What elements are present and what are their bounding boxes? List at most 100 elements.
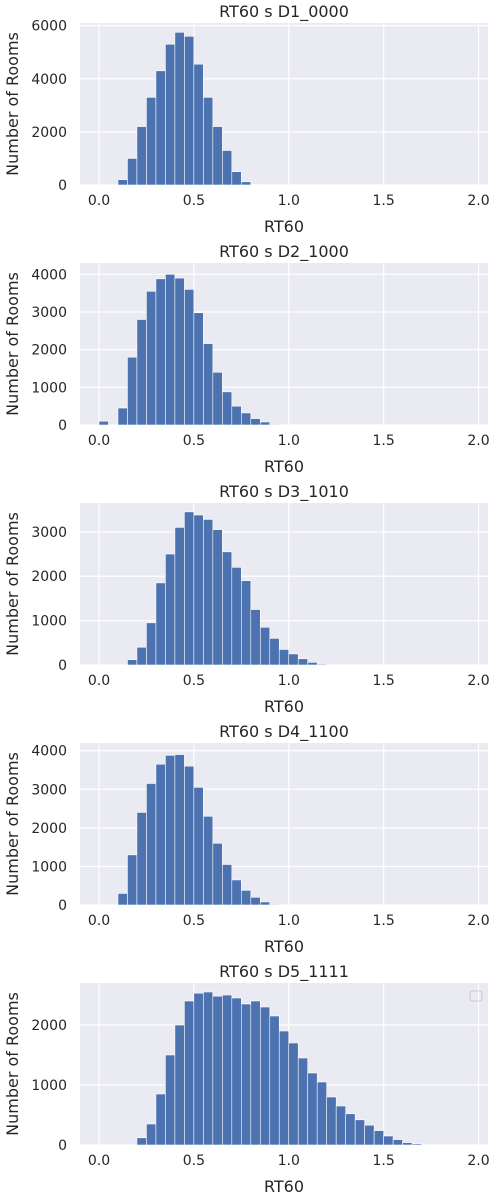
y-tick-label: 0 bbox=[58, 178, 67, 194]
y-tick-label: 3000 bbox=[31, 305, 67, 321]
histogram-bar bbox=[184, 289, 195, 426]
y-tick-label: 0 bbox=[58, 898, 67, 914]
histogram-bar bbox=[146, 97, 157, 186]
histogram-bar bbox=[269, 638, 280, 666]
chart-title: RT60 s D5_1111 bbox=[219, 962, 349, 982]
histogram-bar bbox=[307, 662, 318, 666]
histogram-bar bbox=[136, 646, 147, 666]
histogram-bar bbox=[250, 184, 261, 186]
y-axis-label: Number of Rooms bbox=[3, 752, 22, 896]
histogram-bar bbox=[174, 31, 185, 186]
x-tick-label: 1.5 bbox=[372, 1153, 394, 1169]
x-tick-label: 2.0 bbox=[467, 193, 489, 209]
y-tick-label: 2000 bbox=[31, 1018, 67, 1034]
x-axis-label: RT60 bbox=[264, 217, 304, 236]
chart-panel: RT60 s D4_1100 0.0 0.5 1.0 1.5 2.0 0 1000 2000 30… bbox=[3, 722, 490, 956]
x-tick-label: 0.0 bbox=[88, 193, 110, 209]
histogram-bar bbox=[193, 787, 204, 906]
histogram-bar bbox=[193, 992, 204, 1146]
histogram-bar bbox=[174, 1024, 185, 1146]
histogram-bar bbox=[193, 514, 204, 666]
histogram-bar bbox=[136, 126, 147, 186]
histogram-bar bbox=[222, 994, 233, 1146]
histogram-bar bbox=[165, 755, 176, 906]
histogram-bar bbox=[184, 35, 195, 186]
histogram-bar bbox=[184, 1000, 195, 1146]
x-tick-label: 0.5 bbox=[183, 673, 205, 689]
histogram-bar bbox=[212, 371, 223, 426]
x-axis-label: RT60 bbox=[264, 1177, 304, 1196]
histogram-bar bbox=[165, 1054, 176, 1146]
histogram-bar bbox=[241, 890, 252, 906]
chart-title: RT60 s D3_1010 bbox=[219, 482, 349, 502]
histogram-bar bbox=[203, 97, 214, 186]
y-axis-label: Number of Rooms bbox=[3, 512, 22, 656]
x-tick-label: 1.0 bbox=[278, 193, 300, 209]
histogram-bar bbox=[127, 854, 138, 906]
histogram-bar bbox=[155, 763, 166, 906]
histogram-bar bbox=[354, 1119, 365, 1146]
histogram-bar bbox=[146, 622, 157, 666]
histogram-bar bbox=[212, 995, 223, 1146]
x-tick-label: 0.0 bbox=[88, 913, 110, 929]
histogram-bar bbox=[259, 1006, 271, 1146]
x-axis-label: RT60 bbox=[264, 457, 304, 476]
histogram-bar bbox=[212, 529, 223, 666]
histogram-bar bbox=[212, 126, 223, 186]
x-tick-label: 2.0 bbox=[467, 1153, 489, 1169]
x-tick-label: 0.0 bbox=[88, 433, 110, 449]
histogram-bar bbox=[250, 609, 261, 666]
histogram-bar bbox=[117, 179, 128, 186]
histogram-bar bbox=[174, 277, 185, 426]
histogram-bar bbox=[203, 991, 214, 1146]
y-tick-label: 0 bbox=[58, 418, 67, 434]
chart-panel: RT60 s D5_1111 0.0 0.5 1.0 1.5 2.0 0 1000 2000 RT… bbox=[3, 962, 490, 1196]
chart-title: RT60 s D4_1100 bbox=[219, 722, 349, 742]
histogram-bar bbox=[241, 412, 252, 426]
histogram-bar bbox=[165, 274, 176, 426]
x-tick-label: 0.5 bbox=[183, 193, 205, 209]
histogram-bar bbox=[212, 842, 223, 906]
histogram-bar bbox=[193, 63, 204, 186]
histogram-bar bbox=[288, 653, 299, 666]
histogram-bar bbox=[402, 1142, 413, 1146]
histogram-bar bbox=[231, 567, 242, 666]
histogram-bar bbox=[269, 903, 280, 906]
y-tick-label: 4000 bbox=[31, 744, 67, 760]
x-axis-label: RT60 bbox=[264, 697, 304, 716]
y-tick-label: 0 bbox=[58, 658, 67, 674]
y-axis-label: Number of Rooms bbox=[3, 992, 22, 1136]
chart-title: RT60 s D1_0000 bbox=[219, 2, 349, 22]
y-tick-label: 1000 bbox=[31, 859, 67, 875]
chart-panel: RT60 s D3_1010 0.0 0.5 1.0 1.5 2.0 0 1000 2000 30… bbox=[3, 482, 490, 716]
histogram-bar bbox=[155, 1093, 166, 1146]
histogram-bar bbox=[411, 1143, 422, 1146]
histogram-bar bbox=[127, 356, 138, 426]
histogram-bar bbox=[127, 659, 138, 666]
x-tick-label: 1.5 bbox=[372, 193, 394, 209]
histogram-bar bbox=[278, 1030, 290, 1146]
histogram-bar bbox=[174, 527, 185, 666]
chart-panel: RT60 s D1_0000 0.0 0.5 1.0 1.5 2.0 0 2000 4000 60… bbox=[3, 2, 490, 236]
histogram-bar bbox=[127, 158, 138, 186]
histogram-bar bbox=[392, 1139, 403, 1146]
x-tick-label: 1.0 bbox=[278, 673, 300, 689]
x-tick-label: 1.5 bbox=[372, 913, 394, 929]
y-tick-label: 2000 bbox=[31, 125, 67, 141]
histogram-bar bbox=[269, 1015, 280, 1146]
histogram-bar bbox=[373, 1130, 384, 1146]
histogram-bar bbox=[278, 649, 290, 666]
histogram-bar bbox=[259, 626, 271, 666]
histogram-bar bbox=[203, 343, 214, 426]
histogram-bar bbox=[136, 319, 147, 426]
y-tick-label: 3000 bbox=[31, 782, 67, 798]
histogram-bar bbox=[155, 582, 166, 666]
x-tick-label: 0.5 bbox=[183, 433, 205, 449]
histogram-bar bbox=[136, 1137, 147, 1146]
histogram-bar bbox=[136, 812, 147, 906]
legend-box bbox=[469, 990, 483, 1002]
histogram-bar bbox=[316, 1081, 327, 1146]
histogram-bar bbox=[345, 1113, 356, 1146]
y-tick-label: 0 bbox=[58, 1138, 67, 1154]
